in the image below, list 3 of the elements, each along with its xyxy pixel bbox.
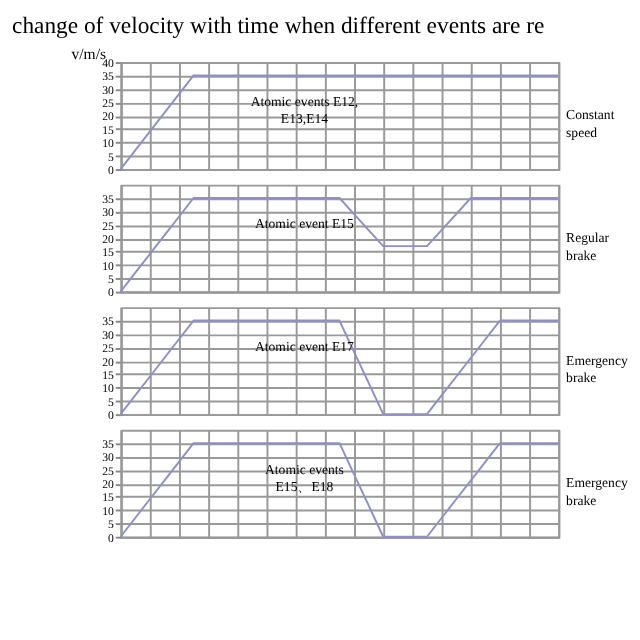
chart-title: change of velocity with time when different events are re [12,12,545,39]
line-series [119,319,560,416]
line-series [119,74,560,171]
